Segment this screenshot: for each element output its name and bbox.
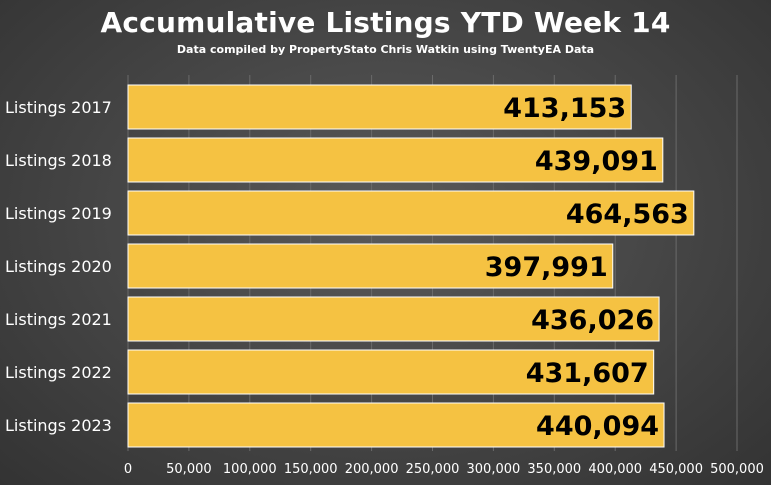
category-label: Listings 2017 (5, 98, 112, 117)
bar (127, 84, 632, 130)
value-label: 397,991 (485, 252, 608, 283)
value-label: 413,153 (503, 93, 626, 124)
x-tick-label: 0 (124, 462, 132, 477)
x-tick-label: 200,000 (345, 462, 399, 477)
value-label: 439,091 (535, 146, 658, 177)
value-label: 464,563 (566, 199, 689, 230)
x-tick-label: 450,000 (649, 462, 703, 477)
x-tick-label: 350,000 (527, 462, 581, 477)
category-label: Listings 2023 (5, 416, 112, 435)
x-tick-label: 250,000 (406, 462, 460, 477)
value-label: 440,094 (536, 411, 659, 442)
category-label: Listings 2022 (5, 363, 112, 382)
x-tick-label: 500,000 (710, 462, 764, 477)
bar (127, 243, 614, 289)
bar (127, 402, 665, 448)
chart-subtitle: Data compiled by PropertyStato Chris Wat… (176, 43, 595, 56)
x-tick-label: 50,000 (166, 462, 212, 477)
bar (127, 349, 655, 395)
x-tick-label: 300,000 (467, 462, 521, 477)
chart-title: Accumulative Listings YTD Week 14 (100, 6, 671, 39)
category-label: Listings 2021 (5, 310, 112, 329)
value-label: 436,026 (531, 305, 654, 336)
category-label: Listings 2019 (5, 204, 112, 223)
category-label: Listings 2018 (5, 151, 112, 170)
category-labels: Listings 2017 Listings 2018 Listings 2019 L… (5, 98, 112, 435)
x-tick-label: 150,000 (284, 462, 338, 477)
x-axis-ticks: 0 50,000 100,000 150,000 200,000 250,000 300,0… (124, 462, 764, 477)
value-labels: 413,153 439,091 464,563 397,991 436,026 431,6… (485, 93, 689, 442)
value-label: 431,607 (526, 358, 649, 389)
bars (127, 84, 695, 448)
x-tick-label: 100,000 (223, 462, 277, 477)
bar (127, 137, 664, 183)
category-label: Listings 2020 (5, 257, 112, 276)
bar (127, 296, 660, 342)
x-tick-label: 400,000 (588, 462, 642, 477)
bar (127, 190, 695, 236)
